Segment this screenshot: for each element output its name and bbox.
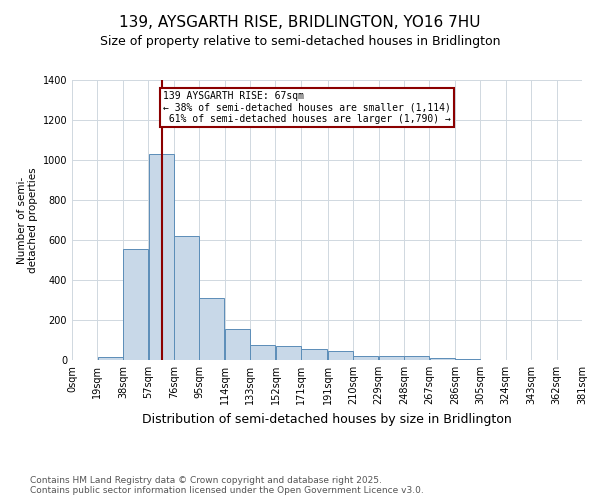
Bar	[455, 359, 480, 360]
Bar	[225, 329, 250, 360]
Bar	[353, 356, 379, 360]
Bar	[250, 345, 275, 360]
Text: 139, AYSGARTH RISE, BRIDLINGTON, YO16 7HU: 139, AYSGARTH RISE, BRIDLINGTON, YO16 7H…	[119, 15, 481, 30]
Bar	[149, 154, 173, 360]
Bar	[199, 298, 224, 360]
Bar	[379, 356, 404, 360]
Bar	[430, 358, 455, 360]
Y-axis label: Number of semi-
detached properties: Number of semi- detached properties	[17, 167, 38, 273]
X-axis label: Distribution of semi-detached houses by size in Bridlington: Distribution of semi-detached houses by …	[142, 412, 512, 426]
Bar	[404, 356, 429, 360]
Text: Contains HM Land Registry data © Crown copyright and database right 2025.
Contai: Contains HM Land Registry data © Crown c…	[30, 476, 424, 495]
Bar	[301, 349, 328, 360]
Bar	[123, 249, 148, 360]
Text: Size of property relative to semi-detached houses in Bridlington: Size of property relative to semi-detach…	[100, 35, 500, 48]
Bar	[275, 346, 301, 360]
Bar	[174, 236, 199, 360]
Bar	[328, 351, 353, 360]
Bar	[98, 357, 122, 360]
Text: 139 AYSGARTH RISE: 67sqm
← 38% of semi-detached houses are smaller (1,114)
 61% : 139 AYSGARTH RISE: 67sqm ← 38% of semi-d…	[163, 91, 451, 124]
